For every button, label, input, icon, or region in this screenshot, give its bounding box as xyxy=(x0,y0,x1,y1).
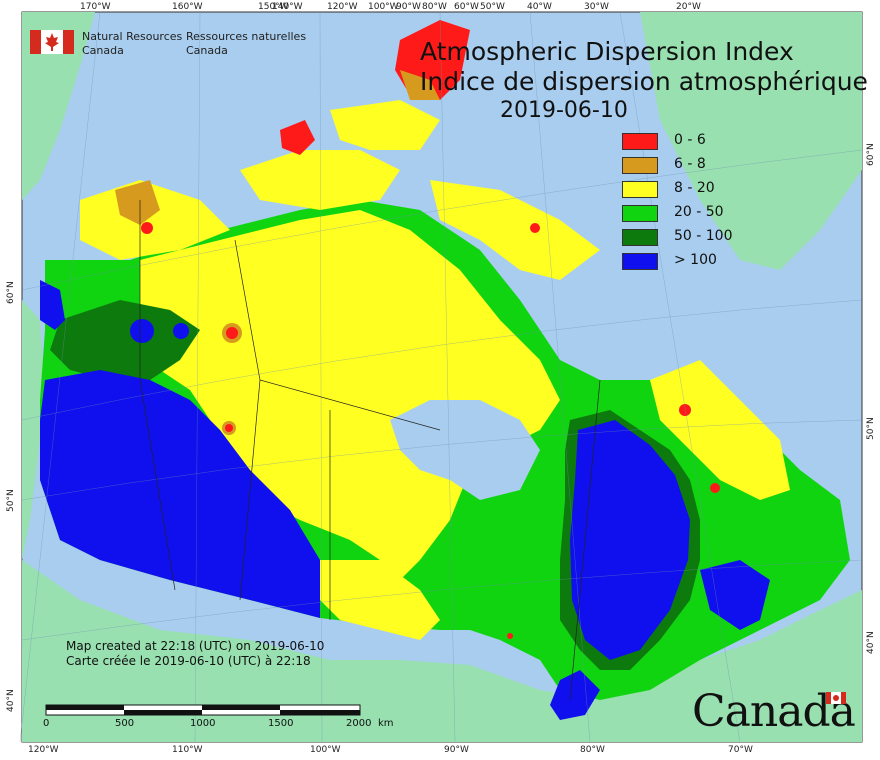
bottom-tick-label: 120°W xyxy=(28,745,59,755)
top-tick-label: 160°W xyxy=(172,2,203,12)
zone-50-100-north-bc xyxy=(50,300,200,380)
greenland-land xyxy=(640,12,862,270)
zone-8-20-arctic-islands-a xyxy=(240,150,400,210)
bottom-tick-label: 100°W xyxy=(310,745,341,755)
agency-signature: Natural Resources Canada Ressources natur… xyxy=(30,30,306,58)
legend-item: 20 - 50 xyxy=(622,203,762,223)
zone-gt100-quebec xyxy=(570,420,690,660)
zone-8-20-arctic-islands-b xyxy=(330,100,440,150)
scale-label-0: 0 xyxy=(43,718,50,729)
legend-item: 0 - 6 xyxy=(622,131,762,151)
zone-gt100-west xyxy=(40,370,320,618)
legend-item: > 100 xyxy=(622,251,762,271)
legend-swatch xyxy=(622,229,658,246)
top-tick-label: 90°W xyxy=(396,2,421,12)
scale-bar xyxy=(45,704,361,716)
zone-gt100-alaska-panhandle xyxy=(40,280,65,330)
map-title-fr: Indice de dispersion atmosphérique xyxy=(420,67,868,96)
zone-0-6-arctic-small xyxy=(280,120,315,155)
legend-label: 20 - 50 xyxy=(674,204,724,220)
top-tick-label: 60°W xyxy=(454,2,479,12)
usa-land xyxy=(22,560,862,742)
top-tick-label: 40°W xyxy=(527,2,552,12)
scale-label-2000: 2000 xyxy=(346,718,372,729)
legend-label: 6 - 8 xyxy=(674,156,706,172)
zone-6-8-ellesmere xyxy=(400,70,440,100)
map-date: 2019-06-10 xyxy=(500,98,628,123)
legend-label: 50 - 100 xyxy=(674,228,733,244)
top-tick-label: 50°W xyxy=(480,2,505,12)
zone-6-8-beaufort xyxy=(115,180,160,225)
legend-label: > 100 xyxy=(674,252,717,268)
zone-8-20-great-lakes xyxy=(320,560,440,640)
canada-flag-icon xyxy=(30,30,74,54)
right-tick-label: 50°N xyxy=(866,417,876,440)
scale-unit: km xyxy=(378,718,394,729)
hudson-bay xyxy=(390,400,540,500)
bottom-tick-label: 80°W xyxy=(580,745,605,755)
graticule xyxy=(19,11,863,743)
scale-label-500: 500 xyxy=(115,718,135,729)
bottom-tick-label: 90°W xyxy=(444,745,469,755)
alaska-west-land xyxy=(22,12,95,200)
legend-label: 8 - 20 xyxy=(674,180,715,196)
legend-item: 6 - 8 xyxy=(622,155,762,175)
top-tick-label: 140°W xyxy=(272,2,303,12)
legend-label: 0 - 6 xyxy=(674,132,706,148)
pacific-coast-land xyxy=(22,300,45,560)
legend-swatch xyxy=(622,205,658,222)
top-tick-label: 20°W xyxy=(676,2,701,12)
wordmark-flag-icon xyxy=(826,692,846,704)
legend-swatch xyxy=(622,181,658,198)
left-tick-label: 60°N xyxy=(6,281,16,304)
agency-name-en: Natural Resources Canada xyxy=(82,30,183,57)
bottom-tick-label: 110°W xyxy=(172,745,203,755)
left-tick-label: 40°N xyxy=(6,689,16,712)
agency-name-fr: Ressources naturelles Canada xyxy=(186,30,307,57)
zone-8-20-prairie xyxy=(140,210,560,580)
scale-label-1500: 1500 xyxy=(268,718,294,729)
top-tick-label: 80°W xyxy=(422,2,447,12)
zone-gt100-ontario-south xyxy=(550,670,600,720)
top-tick-label: 120°W xyxy=(327,2,358,12)
provincial-borders xyxy=(139,200,601,701)
bottom-tick-label: 70°W xyxy=(728,745,753,755)
legend-swatch xyxy=(622,157,658,174)
top-tick-label: 100°W xyxy=(368,2,399,12)
top-tick-label: 170°W xyxy=(80,2,111,12)
top-tick-label: 150°W xyxy=(258,2,289,12)
map-title-en: Atmospheric Dispersion Index xyxy=(420,37,794,66)
zone-8-20-labrador xyxy=(650,360,790,500)
canada-wordmark: Canada xyxy=(692,686,856,737)
right-tick-label: 60°N xyxy=(866,143,876,166)
outer-land xyxy=(22,12,862,742)
top-tick-label: 30°W xyxy=(584,2,609,12)
credit-en: Map created at 22:18 (UTC) on 2019-06-10 xyxy=(66,639,325,653)
scale-label-1000: 1000 xyxy=(190,718,216,729)
legend-swatch xyxy=(622,133,658,150)
legend-swatch xyxy=(622,253,658,270)
zone-gt100-maritimes xyxy=(700,560,770,630)
right-tick-label: 40°N xyxy=(866,631,876,654)
credit-fr: Carte créée le 2019-06-10 (UTC) à 22:18 xyxy=(66,654,311,668)
legend-item: 50 - 100 xyxy=(622,227,762,247)
left-tick-label: 50°N xyxy=(6,489,16,512)
legend-item: 8 - 20 xyxy=(622,179,762,199)
